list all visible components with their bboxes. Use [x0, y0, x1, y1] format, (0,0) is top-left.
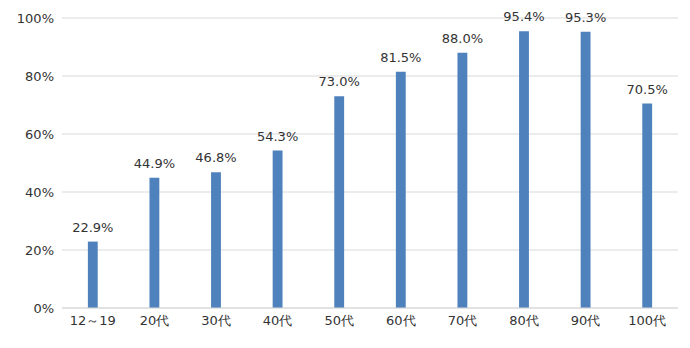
svg-text:95.4%: 95.4%	[503, 9, 544, 24]
svg-text:40%: 40%	[25, 185, 54, 200]
svg-text:88.0%: 88.0%	[442, 31, 483, 46]
svg-text:20代: 20代	[140, 313, 170, 328]
svg-text:22.9%: 22.9%	[72, 220, 113, 235]
svg-text:95.3%: 95.3%	[565, 10, 606, 25]
svg-text:50代: 50代	[324, 313, 354, 328]
svg-text:100%: 100%	[17, 11, 54, 26]
svg-text:54.3%: 54.3%	[257, 129, 298, 144]
svg-text:0%: 0%	[33, 301, 54, 316]
svg-text:60%: 60%	[25, 127, 54, 142]
svg-text:70代: 70代	[448, 313, 478, 328]
svg-text:40代: 40代	[263, 313, 293, 328]
svg-text:80%: 80%	[25, 69, 54, 84]
svg-text:12～19: 12～19	[70, 313, 116, 328]
svg-text:90代: 90代	[571, 313, 601, 328]
svg-text:70.5%: 70.5%	[627, 82, 668, 97]
svg-text:80代: 80代	[509, 313, 539, 328]
svg-text:20%: 20%	[25, 243, 54, 258]
svg-text:100代: 100代	[628, 313, 666, 328]
svg-text:73.0%: 73.0%	[319, 74, 360, 89]
svg-text:44.9%: 44.9%	[134, 156, 175, 171]
svg-text:60代: 60代	[386, 313, 416, 328]
svg-text:30代: 30代	[201, 313, 231, 328]
svg-text:81.5%: 81.5%	[380, 50, 421, 65]
svg-text:46.8%: 46.8%	[195, 150, 236, 165]
